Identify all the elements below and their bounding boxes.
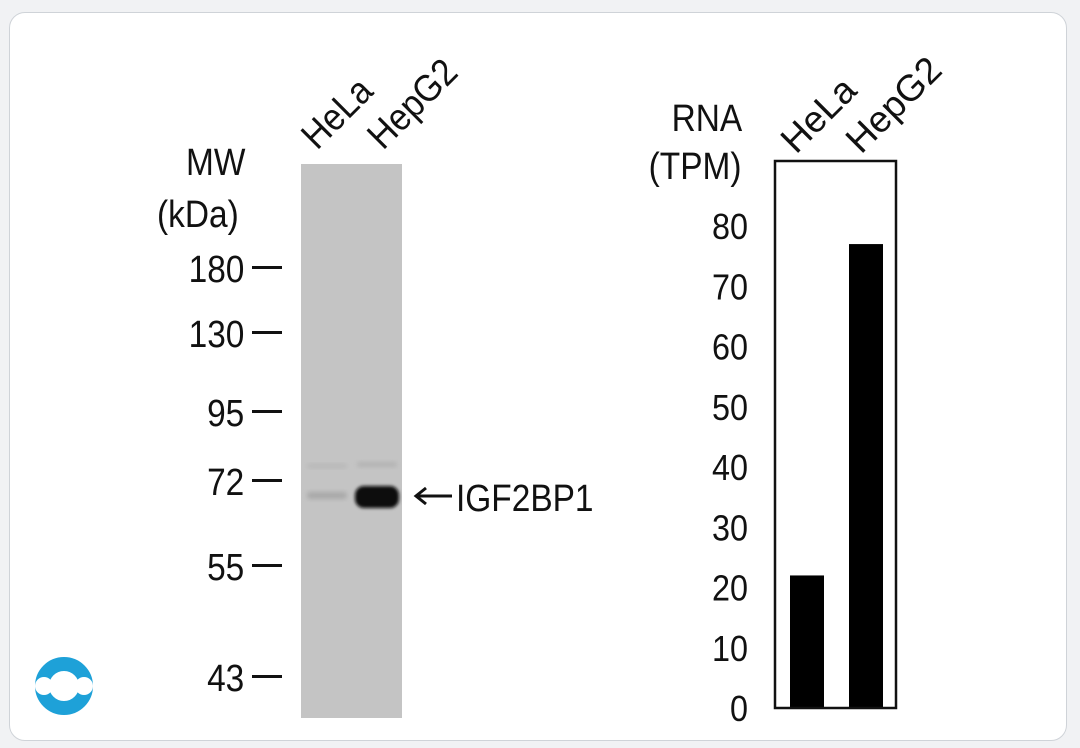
marker-label-55: 55: [206, 547, 244, 589]
blot-bands: [307, 462, 399, 508]
y-tick-label-70: 70: [712, 266, 748, 307]
marker-label-180: 180: [188, 249, 244, 291]
y-tick-label-40: 40: [712, 447, 748, 488]
band-label: IGF2BP1: [456, 478, 594, 520]
marker-tick-72: [252, 479, 282, 482]
marker-tick-130: [252, 331, 282, 334]
y-tick-label-50: 50: [712, 387, 748, 428]
band-arrow-icon: [413, 486, 452, 506]
hela-faint-band: [307, 464, 347, 468]
x-label-hela: HeLa: [773, 69, 865, 161]
marker-label-95: 95: [206, 393, 244, 435]
marker-label-43: 43: [206, 658, 244, 700]
y-tick-label-0: 0: [730, 688, 748, 729]
hepg2-faint-band: [357, 462, 397, 467]
marker-tick-55: [252, 564, 282, 567]
figure-card: [9, 12, 1067, 741]
y-tick-label-30: 30: [712, 507, 748, 548]
marker-label-72: 72: [206, 462, 244, 504]
y-tick-label-20: 20: [712, 568, 748, 609]
company-logo-icon: [35, 657, 93, 715]
marker-tick-95: [252, 410, 282, 413]
bar-hela: [790, 575, 824, 708]
western-blot-membrane: [301, 164, 402, 718]
chart-frame: [773, 159, 898, 710]
mw-title-line2: (kDa): [157, 194, 239, 236]
y-tick-label-60: 60: [712, 327, 748, 368]
bar-hepg2: [849, 244, 883, 708]
y-tick-label-10: 10: [712, 628, 748, 669]
hela-band: [307, 492, 347, 499]
y-tick-label-80: 80: [712, 206, 748, 247]
chart-title-line2: (TPM): [649, 146, 742, 188]
hepg2-band: [355, 486, 399, 508]
chart-title-line1: RNA: [671, 98, 742, 140]
marker-label-130: 130: [188, 314, 244, 356]
mw-title-line1: MW: [186, 142, 246, 184]
marker-tick-180: [252, 266, 282, 269]
marker-tick-43: [252, 675, 282, 678]
